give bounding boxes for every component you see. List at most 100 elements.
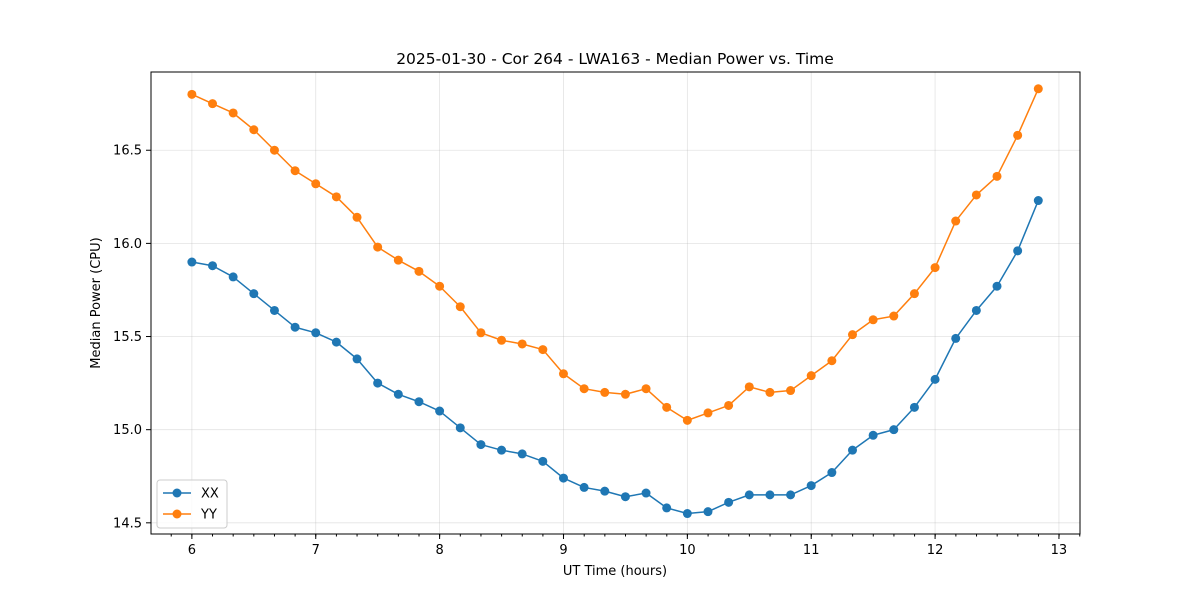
data-point-xx bbox=[331, 337, 341, 347]
data-point-xx bbox=[249, 289, 259, 299]
data-point-xx bbox=[497, 445, 507, 455]
data-point-xx bbox=[889, 425, 899, 435]
grid bbox=[151, 72, 1080, 534]
data-point-yy bbox=[455, 302, 465, 312]
data-point-yy bbox=[724, 400, 734, 410]
data-point-yy bbox=[579, 384, 589, 394]
x-tick-label: 12 bbox=[927, 543, 944, 558]
y-tick-label: 16.5 bbox=[113, 144, 142, 159]
chart-title: 2025-01-30 - Cor 264 - LWA163 - Median P… bbox=[396, 50, 834, 68]
data-point-xx bbox=[765, 490, 775, 500]
data-point-xx bbox=[455, 423, 465, 433]
data-point-xx bbox=[847, 445, 857, 455]
data-point-xx bbox=[311, 328, 321, 338]
data-point-yy bbox=[744, 382, 754, 392]
data-point-xx bbox=[517, 449, 527, 459]
data-point-yy bbox=[538, 345, 548, 355]
data-point-yy bbox=[889, 311, 899, 321]
data-point-yy bbox=[414, 266, 424, 276]
series-xx bbox=[187, 196, 1043, 519]
data-point-xx bbox=[930, 374, 940, 384]
data-point-xx bbox=[435, 406, 445, 416]
data-point-xx bbox=[662, 503, 672, 513]
data-point-xx bbox=[951, 333, 961, 343]
data-point-xx bbox=[682, 509, 692, 519]
data-point-yy bbox=[806, 371, 816, 381]
data-point-yy bbox=[187, 89, 197, 99]
series-yy bbox=[187, 84, 1043, 425]
data-point-xx bbox=[187, 257, 197, 267]
data-point-yy bbox=[641, 384, 651, 394]
data-point-xx bbox=[538, 456, 548, 466]
data-point-yy bbox=[682, 415, 692, 425]
data-point-xx bbox=[724, 497, 734, 507]
data-point-yy bbox=[662, 402, 672, 412]
data-point-xx bbox=[992, 281, 1002, 291]
data-point-yy bbox=[971, 190, 981, 200]
y-tick-label: 14.5 bbox=[113, 516, 142, 531]
data-point-yy bbox=[290, 166, 300, 176]
x-tick-label: 13 bbox=[1051, 543, 1068, 558]
data-point-yy bbox=[352, 212, 362, 222]
data-point-yy bbox=[620, 389, 630, 399]
data-point-xx bbox=[909, 402, 919, 412]
data-point-yy bbox=[847, 330, 857, 340]
data-point-xx bbox=[290, 322, 300, 332]
data-point-yy bbox=[827, 356, 837, 366]
data-point-xx bbox=[228, 272, 238, 282]
data-point-xx bbox=[558, 473, 568, 483]
data-point-xx bbox=[703, 507, 713, 517]
x-axis: 6 7 8 9 10 11 12 13 bbox=[170, 534, 1081, 558]
data-point-yy bbox=[1033, 84, 1043, 94]
y-tick-label: 16.0 bbox=[113, 237, 142, 252]
y-tick-label: 15.5 bbox=[113, 330, 142, 345]
x-tick-label: 10 bbox=[679, 543, 696, 558]
x-tick-label: 7 bbox=[312, 543, 320, 558]
x-axis-label: UT Time (hours) bbox=[563, 564, 667, 579]
data-point-xx bbox=[208, 261, 218, 271]
x-tick-label: 9 bbox=[559, 543, 567, 558]
data-point-yy bbox=[1013, 130, 1023, 140]
data-point-yy bbox=[249, 125, 259, 135]
data-point-yy bbox=[868, 315, 878, 325]
data-point-xx bbox=[476, 440, 486, 450]
data-point-xx bbox=[414, 397, 424, 407]
data-point-xx bbox=[1033, 196, 1043, 206]
plot-series bbox=[187, 84, 1043, 519]
data-point-yy bbox=[331, 192, 341, 202]
data-point-yy bbox=[703, 408, 713, 418]
data-point-yy bbox=[909, 289, 919, 299]
y-tick-label: 15.0 bbox=[113, 423, 142, 438]
data-point-yy bbox=[951, 216, 961, 226]
legend: XX YY bbox=[156, 479, 228, 529]
data-point-yy bbox=[393, 255, 403, 265]
data-point-yy bbox=[435, 281, 445, 291]
data-point-xx bbox=[352, 354, 362, 364]
data-point-xx bbox=[600, 486, 610, 496]
legend-label-xx: XX bbox=[201, 487, 219, 502]
data-point-xx bbox=[641, 488, 651, 498]
data-point-yy bbox=[311, 179, 321, 189]
data-point-yy bbox=[208, 99, 218, 109]
data-point-yy bbox=[228, 108, 238, 118]
y-axis-label: Median Power (CPU) bbox=[89, 237, 104, 368]
axes-frame bbox=[150, 71, 1081, 535]
data-point-yy bbox=[992, 171, 1002, 181]
data-point-yy bbox=[497, 335, 507, 345]
data-point-yy bbox=[476, 328, 486, 338]
x-tick-label: 6 bbox=[188, 543, 196, 558]
legend-marker-xx bbox=[172, 488, 182, 498]
legend-label-yy: YY bbox=[200, 508, 217, 523]
data-point-xx bbox=[786, 490, 796, 500]
data-point-xx bbox=[744, 490, 754, 500]
x-tick-label: 11 bbox=[803, 543, 820, 558]
data-point-xx bbox=[620, 492, 630, 502]
x-tick-label: 8 bbox=[435, 543, 443, 558]
data-point-yy bbox=[517, 339, 527, 349]
data-point-xx bbox=[393, 389, 403, 399]
data-point-xx bbox=[579, 482, 589, 492]
legend-marker-yy bbox=[172, 509, 182, 519]
data-point-xx bbox=[827, 468, 837, 478]
data-point-xx bbox=[373, 378, 383, 388]
